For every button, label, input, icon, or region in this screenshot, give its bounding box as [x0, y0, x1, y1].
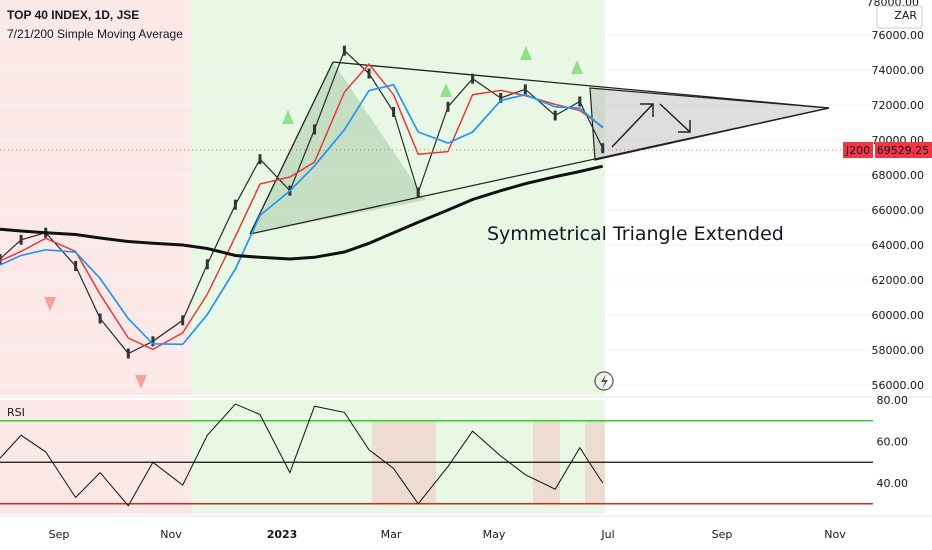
triangle-lower-line — [249, 107, 830, 235]
buy-signal-icon — [571, 60, 583, 74]
price-axis-tick: 60000.00 — [872, 309, 925, 322]
lightning-icon — [601, 374, 608, 389]
triangle-pattern-fill — [250, 62, 426, 234]
triangle-left-line — [249, 61, 334, 235]
time-axis-label: Jul — [600, 528, 614, 541]
price-axis-tick-partial: 78000.00 — [867, 0, 920, 9]
price-axis-tick: 72000.00 — [872, 99, 925, 112]
price-candle — [446, 101, 450, 112]
price-axis-tick: 68000.00 — [872, 169, 925, 182]
price-candle — [313, 124, 316, 135]
price-candle — [74, 261, 78, 271]
bearish-zone-rsi — [0, 400, 191, 514]
time-axis-label: Mar — [381, 528, 402, 541]
time-axis-label: Sep — [712, 528, 733, 541]
price-candle — [342, 45, 346, 56]
time-axis-label: Sep — [49, 528, 70, 541]
price-candle — [499, 93, 503, 103]
ma-21-line — [0, 83, 604, 346]
price-candle — [523, 84, 527, 95]
price-candle — [126, 348, 130, 359]
last-price-label: 69529.25 — [877, 144, 930, 157]
price-candle — [416, 187, 420, 198]
time-axis-label: May — [483, 528, 506, 541]
bearish-zone-price — [0, 0, 191, 395]
time-axis-label: Nov — [160, 528, 182, 541]
currency-label: ZAR — [894, 9, 917, 22]
rsi-axis-tick: 60.00 — [877, 436, 909, 449]
price-candle — [181, 315, 185, 326]
price-candle — [392, 107, 396, 117]
price-axis-tick: 56000.00 — [872, 379, 925, 392]
price-series-line — [0, 49, 604, 355]
price-candle — [98, 313, 102, 324]
price-axis-tick: 76000.00 — [872, 29, 925, 42]
last-price-badge — [875, 142, 932, 158]
symbol-label: J200 — [845, 144, 870, 157]
price-axis-tick: 62000.00 — [872, 274, 925, 287]
bullish-zone-price — [191, 0, 605, 395]
bullish-zone-rsi — [191, 400, 605, 514]
price-axis-tick: 74000.00 — [872, 64, 925, 77]
triangle-extension — [589, 87, 830, 161]
buy-signal-icon — [282, 110, 294, 124]
sell-signal-icon — [44, 297, 56, 311]
price-candle — [19, 234, 23, 245]
price-candle — [471, 73, 475, 84]
time-axis-label: Nov — [824, 528, 846, 541]
price-axis-tick: 58000.00 — [872, 344, 925, 357]
symbol-badge — [843, 142, 873, 158]
rsi-axis-tick: 40.00 — [877, 477, 909, 490]
price-candle — [205, 259, 209, 270]
ma-200-line — [0, 164, 604, 261]
currency-box[interactable] — [876, 5, 923, 29]
annotation-text: Symmetrical Triangle Extended — [487, 223, 784, 245]
triangle-upper-line — [332, 61, 830, 109]
price-candle — [0, 254, 2, 264]
sell-signal-icon — [135, 375, 147, 389]
chart-title: TOP 40 INDEX, 1D, JSE — [7, 8, 140, 22]
rsi-label: RSI — [7, 406, 25, 419]
price-axis-tick: 66000.00 — [872, 204, 925, 217]
projection-arrow-up — [611, 103, 654, 148]
indicator-label[interactable]: 7/21/200 Simple Moving Average — [7, 27, 183, 41]
projection-arrow-down — [659, 103, 691, 133]
rsi-axis-tick: 80.00 — [877, 394, 909, 407]
alert-icon[interactable] — [594, 371, 614, 391]
buy-signal-icon — [440, 83, 452, 97]
price-candle — [233, 199, 237, 210]
price-candle — [601, 143, 605, 154]
price-candle — [367, 68, 371, 79]
price-candle — [553, 110, 557, 121]
price-candle — [258, 154, 262, 165]
buy-signal-icon — [520, 46, 532, 60]
price-axis-tick: 64000.00 — [872, 239, 925, 252]
price-candle — [578, 96, 582, 107]
time-axis-label: 2023 — [267, 528, 298, 541]
ma-7-line — [0, 62, 604, 351]
rsi-series-line — [0, 403, 604, 507]
price-candle — [151, 336, 155, 347]
